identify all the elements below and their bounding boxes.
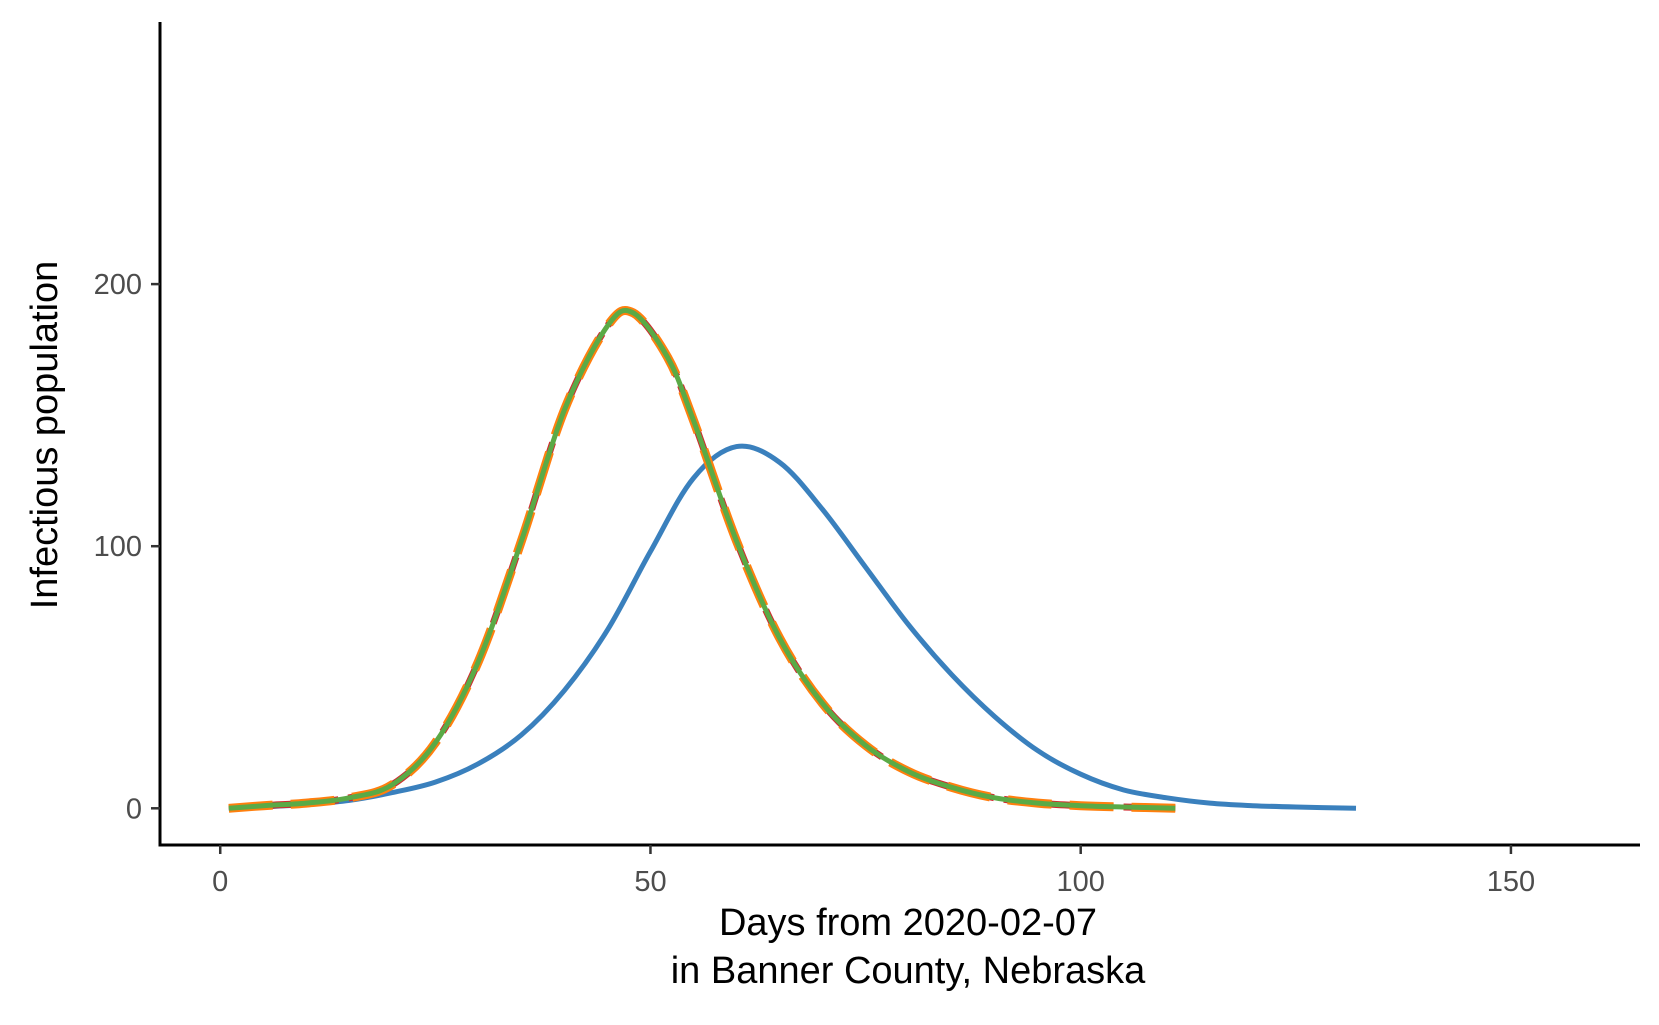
- x-axis-title-line2: in Banner County, Nebraska: [671, 950, 1146, 992]
- series-line-4: [228, 307, 1176, 811]
- y-tick-label: 0: [126, 793, 142, 825]
- y-axis-title: Infectious population: [24, 261, 66, 610]
- series-line-3: [228, 305, 1176, 813]
- y-tick-label: 200: [94, 269, 142, 301]
- x-tick-label: 50: [634, 866, 666, 898]
- y-tick-label: 100: [94, 531, 142, 563]
- series-line-2: [228, 306, 1176, 812]
- x-tick-label: 100: [1057, 866, 1105, 898]
- axes-layer: [158, 22, 1640, 847]
- x-tick-label: 150: [1487, 866, 1535, 898]
- series-layer: [228, 305, 1357, 813]
- x-tick-label: 0: [212, 866, 228, 898]
- ticks-layer: 0 50 100 150 0 100 200: [94, 269, 1536, 898]
- series-line-1: [228, 443, 1357, 811]
- x-axis-title: Days from 2020-02-07: [719, 902, 1097, 944]
